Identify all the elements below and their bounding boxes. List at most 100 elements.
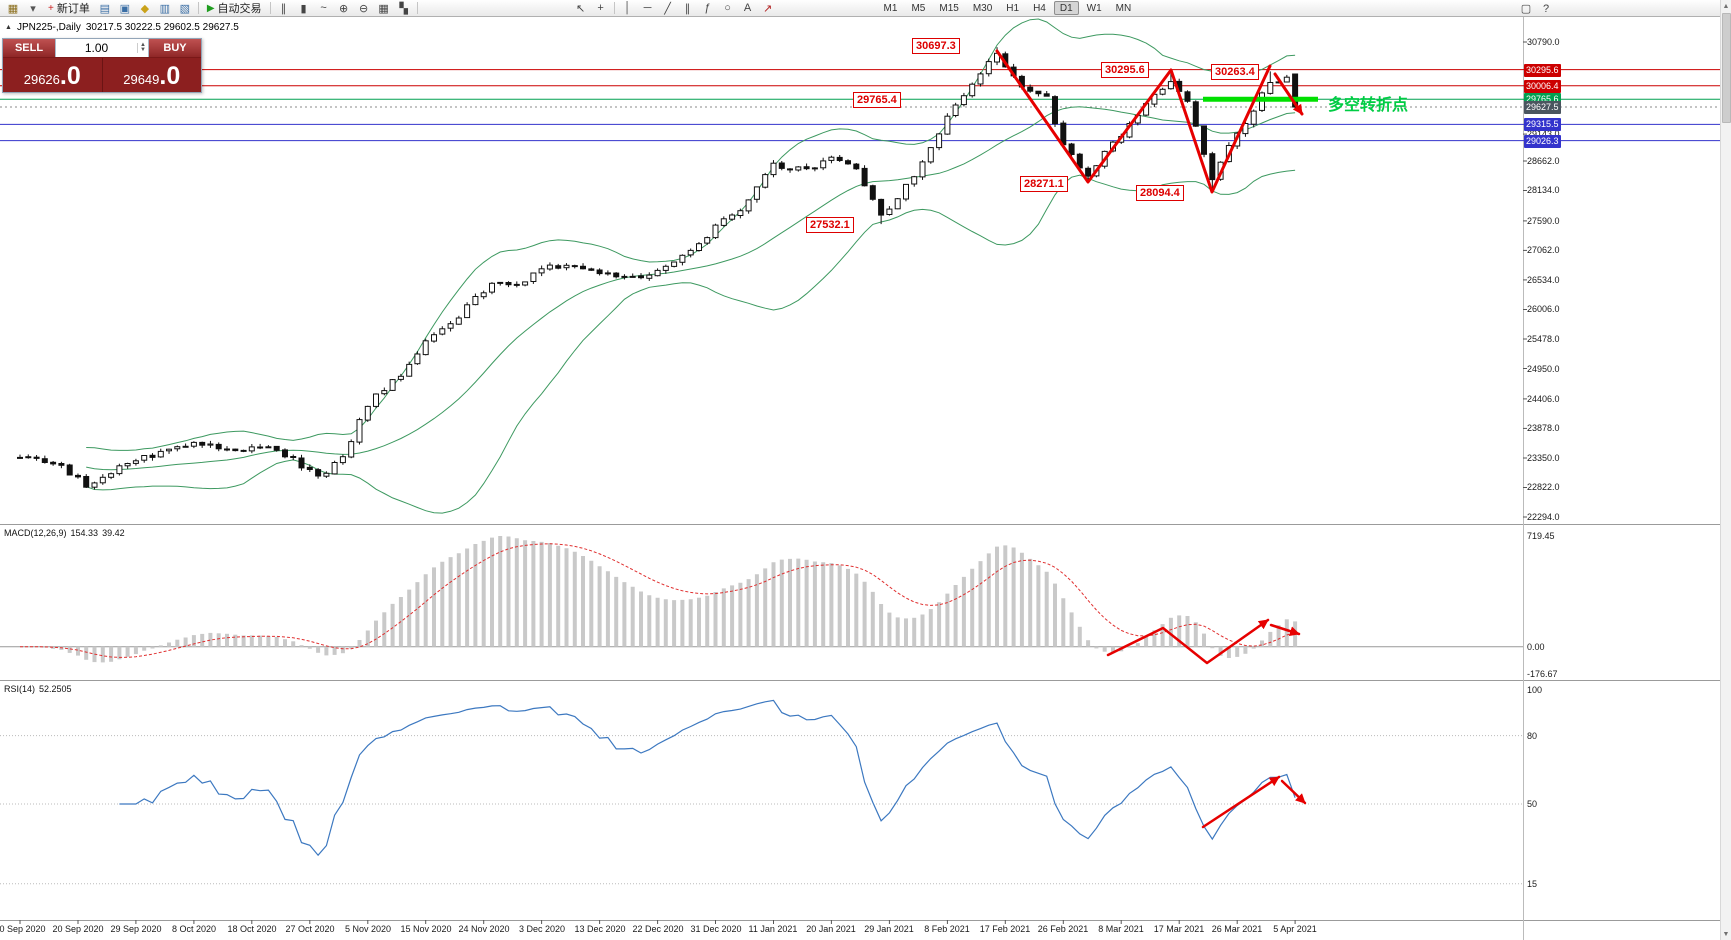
arrange-windows-icon[interactable]: ▚: [399, 2, 408, 15]
toolbar-separator: [613, 2, 615, 14]
bollinger-lower: [86, 169, 1296, 514]
stepper-up-icon[interactable]: ▲: [140, 42, 146, 48]
macd-value-signal: 39.42: [102, 528, 125, 538]
horizontal-line-icon[interactable]: ─: [643, 2, 652, 14]
navigator-icon[interactable]: ◆: [140, 2, 150, 15]
trendline-icon[interactable]: ╱: [664, 2, 671, 15]
data-window-icon[interactable]: ▣: [119, 2, 131, 15]
macd-name: MACD(12,26,9): [4, 528, 67, 538]
price-annotation: 30263.4: [1211, 64, 1259, 80]
autotrading-icon: ▶: [206, 2, 215, 14]
price-annotation: 29765.4: [853, 92, 901, 108]
autotrading-button[interactable]: ▶ 自动交易: [202, 1, 267, 16]
y-axis-tick-label: 26534.0: [1527, 275, 1560, 285]
panel-collapse-icon[interactable]: ▲: [5, 24, 12, 31]
timeframe-M15[interactable]: M15: [939, 3, 959, 14]
text-icon[interactable]: A: [743, 2, 752, 14]
y-axis-tick-label: 28134.0: [1527, 185, 1560, 195]
date-axis-label: 17 Mar 2021: [1153, 924, 1205, 934]
y-axis-tick-label: 23350.0: [1527, 453, 1560, 463]
buy-price[interactable]: 29649.0: [103, 58, 202, 92]
candles-chart-icon[interactable]: ▮: [300, 2, 307, 15]
price-annotation: 27532.1: [806, 217, 854, 233]
channel-icon[interactable]: ∥: [684, 2, 691, 15]
price-annotation: 28271.1: [1020, 176, 1068, 192]
autotrading-button-label: 自动交易: [217, 3, 262, 15]
scroll-down-icon[interactable]: ▼: [1722, 930, 1730, 938]
scrollbar-thumb[interactable]: [1722, 13, 1731, 123]
rsi-scale-tick-label: 50: [1527, 799, 1538, 809]
date-axis-label: 5 Apr 2021: [1273, 924, 1317, 934]
price-divider: [101, 58, 103, 92]
y-axis-tick-label: 22294.0: [1527, 512, 1560, 522]
chart-overlays: 30790.0 29143.0 28662.0 28134.0 27590.0 27062…: [0, 17, 1720, 940]
symbol-ohlc: 30217.5 30222.5 29602.5 29627.5: [85, 22, 239, 33]
stepper-down-icon[interactable]: ▼: [140, 47, 146, 53]
timeframe-D1[interactable]: D1: [1053, 1, 1079, 15]
trend-down-arrow: [1273, 72, 1304, 116]
strategy-tester-icon[interactable]: ▧: [179, 2, 191, 15]
cursor-icon[interactable]: ↖: [575, 2, 586, 15]
date-axis-label: 13 Dec 2020: [574, 924, 626, 934]
date-axis-label: 24 Nov 2020: [458, 924, 510, 934]
tile-windows-icon[interactable]: ▦: [378, 2, 389, 15]
date-axis-label: 8 Feb 2021: [924, 924, 970, 934]
market-watch-icon[interactable]: ▤: [99, 2, 111, 15]
help-icon[interactable]: ?: [1542, 2, 1550, 15]
price-level-badge: 30295.6: [1524, 64, 1561, 77]
line-chart-icon[interactable]: ~: [320, 2, 327, 14]
rsi-trend-arrow: [1201, 775, 1281, 829]
date-axis-label: 22 Dec 2020: [632, 924, 684, 934]
scroll-up-icon[interactable]: ▲: [1722, 2, 1730, 10]
new-order-button[interactable]: + 新订单: [43, 1, 95, 16]
timeframe-MN[interactable]: MN: [1115, 3, 1132, 14]
zoom-in-icon[interactable]: ⊕: [338, 2, 349, 15]
price-annotation: 28094.4: [1136, 185, 1184, 201]
new-chart-icon[interactable]: ▦: [7, 2, 19, 15]
bars-chart-icon[interactable]: ∥: [280, 2, 287, 15]
price-level-badge: 29315.5: [1524, 118, 1561, 131]
crosshair-icon[interactable]: +: [597, 2, 604, 14]
symbol-period: JPN225-,Daily: [16, 22, 81, 33]
timeframe-M1[interactable]: M1: [883, 3, 898, 14]
timeframe-M5[interactable]: M5: [911, 3, 926, 14]
vertical-line-icon[interactable]: │: [624, 2, 631, 14]
timeframe-M30[interactable]: M30: [972, 3, 993, 14]
timeframe-toolbar: M1 M5 M15 M30 H1 H4 D1 W1 MN: [878, 1, 1138, 15]
rsi-scale-tick-label: 100: [1527, 685, 1543, 695]
buy-button[interactable]: BUY: [149, 39, 201, 57]
timeframe-W1[interactable]: W1: [1086, 3, 1102, 14]
sell-button[interactable]: SELL: [3, 39, 55, 57]
timeframe-H1[interactable]: H1: [1006, 3, 1020, 14]
volume-input[interactable]: 1.00 ▲ ▼: [55, 39, 149, 57]
macd-scale-min: -176.67: [1527, 669, 1558, 679]
y-axis-tick-label: 29143.0: [1527, 129, 1560, 139]
terminal-icon[interactable]: ▥: [159, 2, 171, 15]
date-axis-label: 8 Oct 2020: [171, 924, 217, 934]
date-axis-label: 27 Oct 2020: [285, 924, 335, 934]
macd-signal-line: [19, 543, 1296, 658]
arrow-tools-icon[interactable]: ↗: [762, 2, 773, 15]
buy-price-main: 29649: [123, 72, 160, 87]
toolbar-separator: [416, 2, 418, 14]
sell-price[interactable]: 29626.0: [3, 58, 102, 92]
y-axis-tick-label: 28662.0: [1527, 156, 1560, 166]
chart-list-icon[interactable]: ▾: [30, 2, 36, 15]
shapes-icon[interactable]: ○: [724, 2, 731, 14]
price-annotation: 30295.6: [1101, 62, 1149, 78]
y-axis-tick-label: 23878.0: [1527, 423, 1560, 433]
zoom-out-icon[interactable]: ⊖: [358, 2, 369, 15]
timeframe-H4[interactable]: H4: [1033, 3, 1046, 14]
rsi-label: RSI(14) 52.2505: [4, 684, 76, 694]
vertical-scrollbar[interactable]: ▲ ▼: [1720, 0, 1731, 940]
volume-value: 1.00: [84, 41, 109, 55]
full-screen-icon[interactable]: ▢: [1520, 3, 1532, 15]
macd-scale-zero: 0.00: [1527, 642, 1545, 652]
price-annotation: 30697.3: [912, 38, 960, 54]
one-click-trading-panel: SELL 1.00 ▲ ▼ BUY 29626.0 29649.0: [2, 38, 202, 93]
date-axis-label: 29 Jan 2021: [864, 924, 914, 934]
rsi-down-arrow: [1280, 779, 1307, 805]
volume-stepper[interactable]: ▲ ▼: [137, 42, 148, 53]
fibonacci-icon[interactable]: ƒ: [704, 2, 711, 14]
date-axis-label: 3 Dec 2020: [518, 924, 566, 934]
